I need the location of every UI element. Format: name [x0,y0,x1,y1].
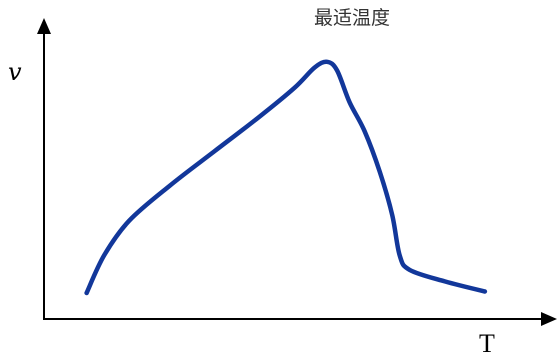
series-layer [84,59,488,296]
x-axis-label: T [479,329,495,356]
y-axis-label: v [8,58,22,86]
y-axis-arrow [37,18,51,34]
axes [37,18,557,326]
x-axis-arrow [541,312,557,326]
series-line-0 [84,59,488,296]
optimal-temperature-annotation: 最适温度 [314,7,390,29]
